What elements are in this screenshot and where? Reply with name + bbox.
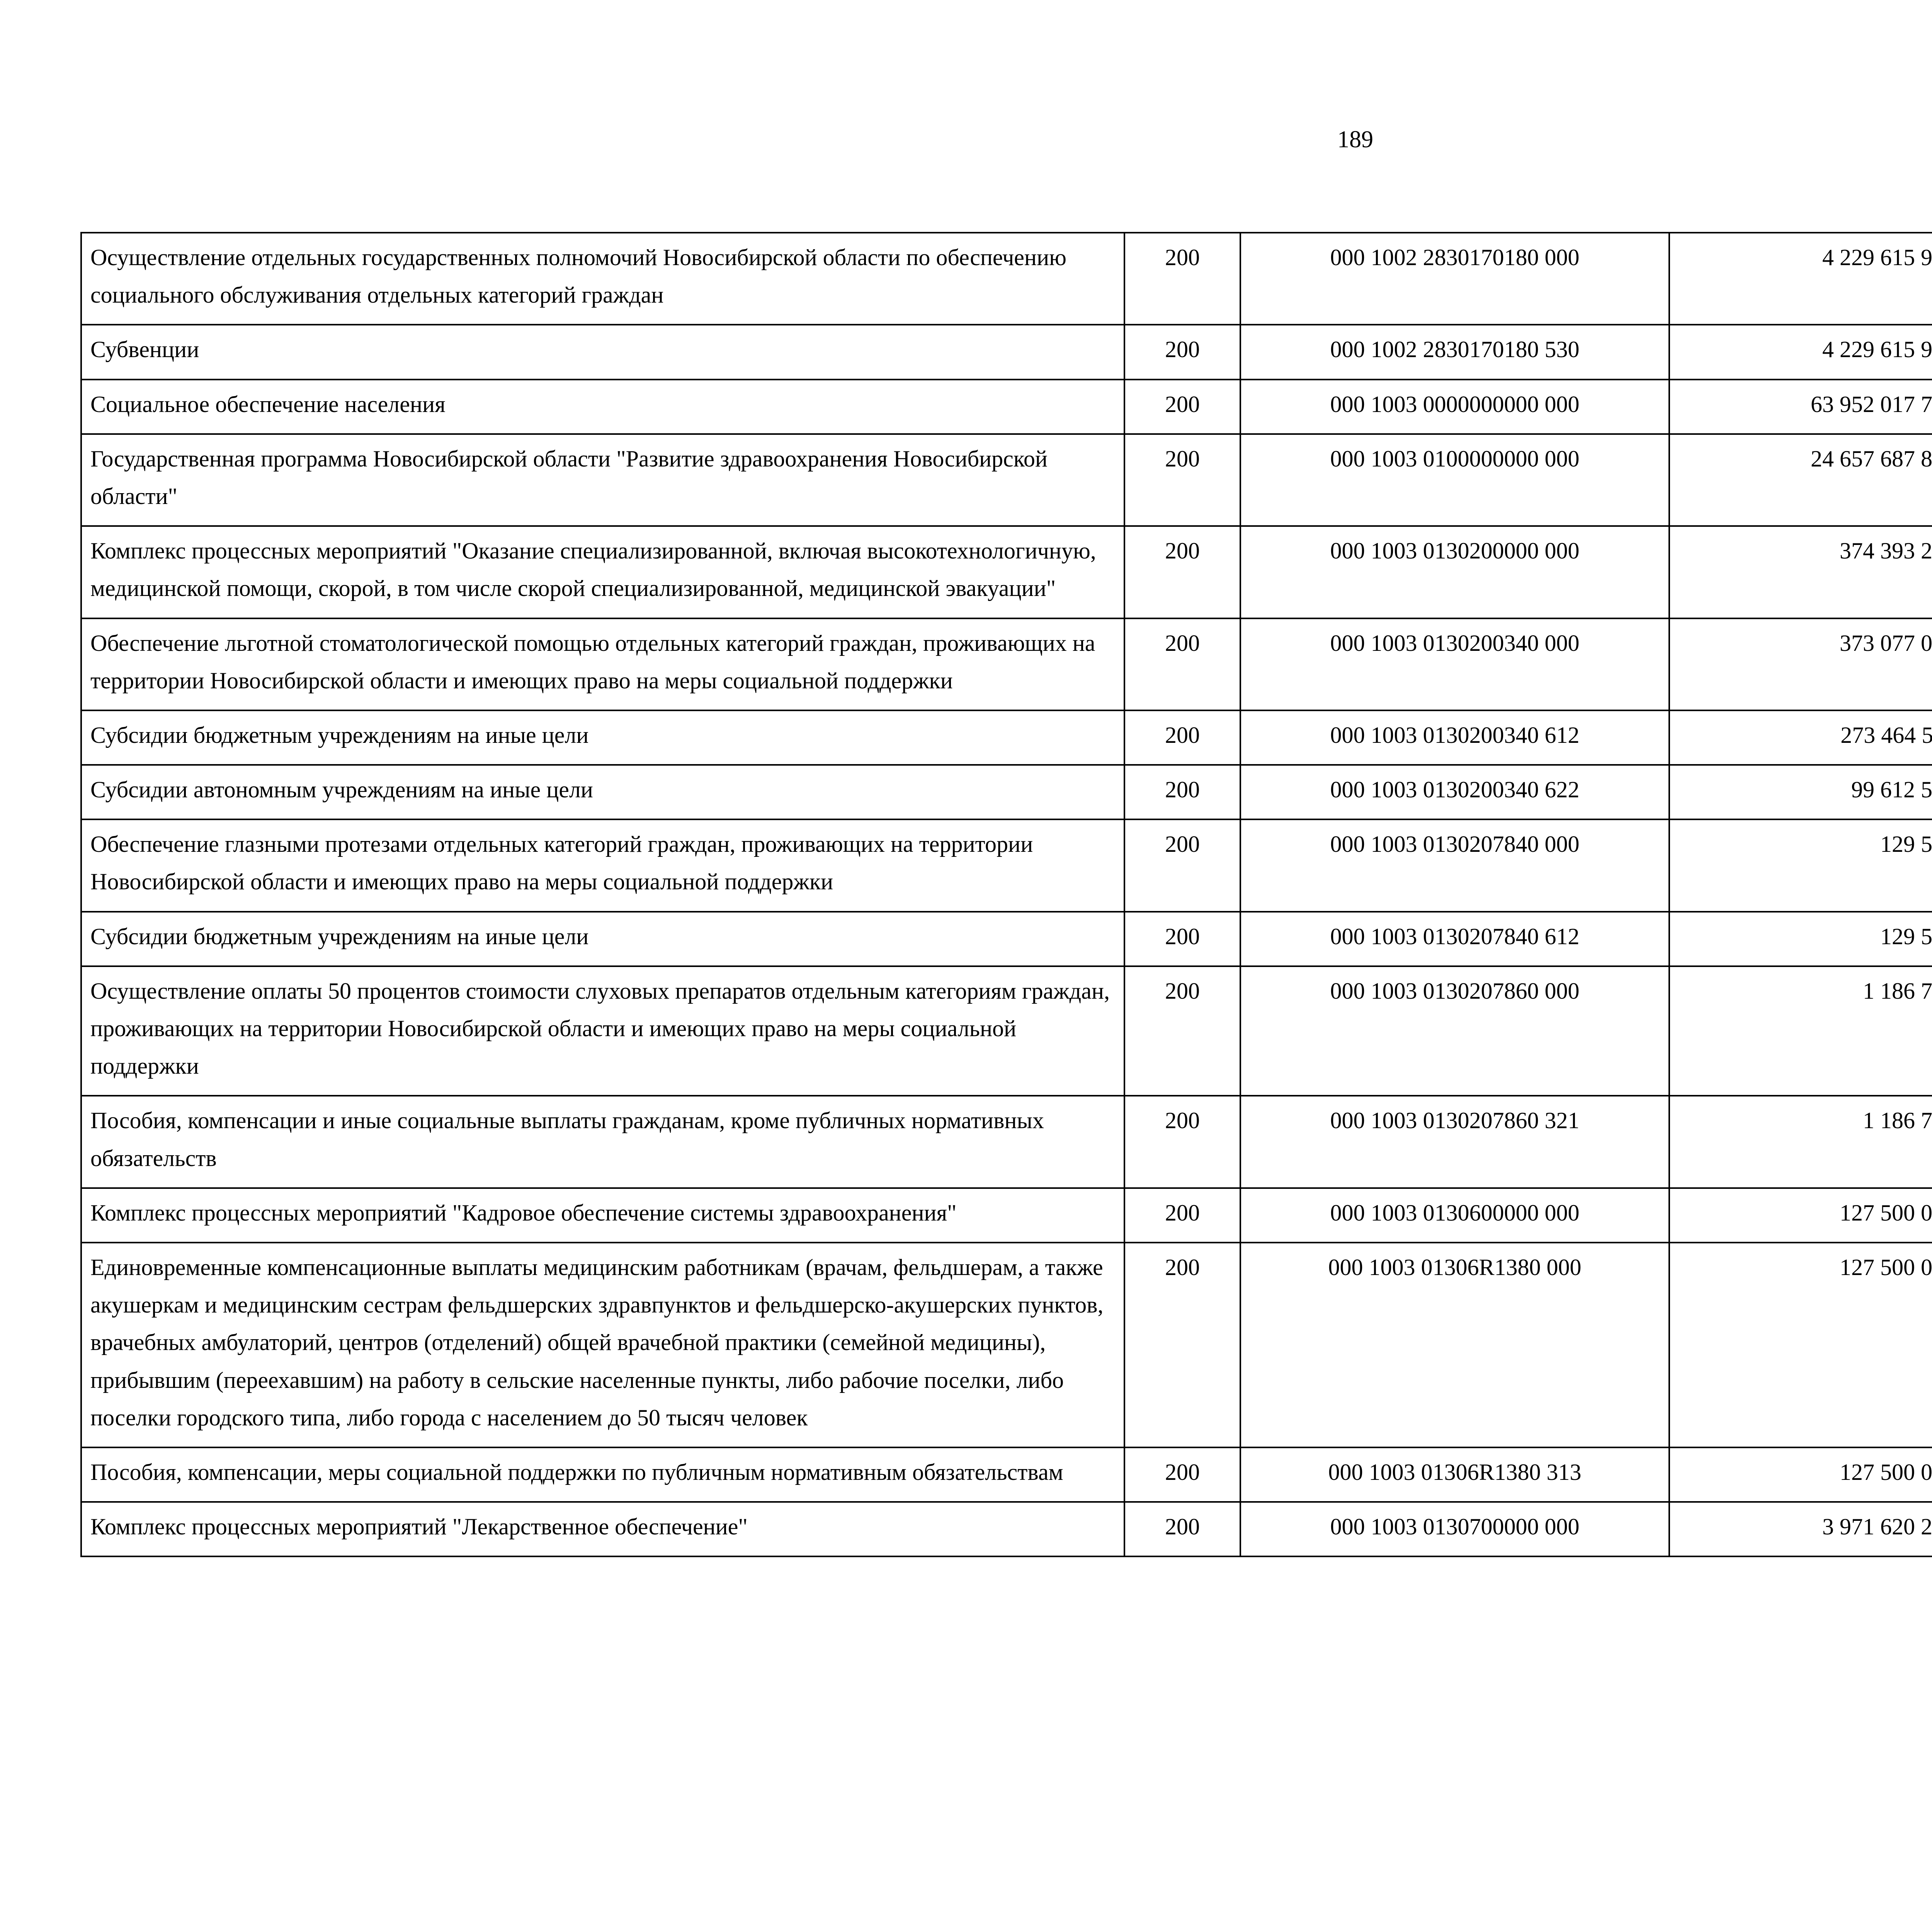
cell-classification: 000 1002 2830170180 000 xyxy=(1240,232,1670,326)
cell-name: Комплекс процессных мероприятий "Лекарст… xyxy=(80,1501,1125,1558)
table-row: Пособия, компенсации, меры социальной по… xyxy=(80,1446,1932,1503)
cell-classification: 000 1003 01306R1380 000 xyxy=(1240,1241,1670,1448)
cell-classification: 000 1003 0100000000 000 xyxy=(1240,433,1670,527)
cell-name: Обеспечение льготной стоматологической п… xyxy=(80,617,1125,711)
table-row: Социальное обеспечение населения 200 000 1… xyxy=(80,378,1932,435)
budget-table-container: Осуществление отдельных государственных … xyxy=(80,232,1932,1558)
cell-name: Единовременные компенсационные выплаты м… xyxy=(80,1241,1125,1448)
cell-v1: 99 612 512,09 xyxy=(1668,764,1932,821)
cell-name: Осуществление оплаты 50 процентов стоимо… xyxy=(80,965,1125,1097)
cell-name: Субвенции xyxy=(80,324,1125,380)
table-row: Субсидии бюджетным учреждениям на иные ц… xyxy=(80,709,1932,766)
budget-table: Осуществление отдельных государственных … xyxy=(80,232,1932,1558)
cell-v1: 24 657 687 823,34 xyxy=(1668,433,1932,527)
table-row: Субвенции 200 000 1002 2830170180 530 4 229… xyxy=(80,324,1932,380)
cell-code: 200 xyxy=(1124,525,1241,619)
cell-v1: 127 500 000,00 xyxy=(1668,1446,1932,1503)
cell-name: Пособия, компенсации и иные социальные в… xyxy=(80,1095,1125,1189)
table-row: Субсидии автономным учреждениям на иные … xyxy=(80,764,1932,821)
cell-classification: 000 1003 0130200340 612 xyxy=(1240,709,1670,766)
cell-classification: 000 1003 0130200000 000 xyxy=(1240,525,1670,619)
cell-code: 200 xyxy=(1124,965,1241,1097)
table-row: Комплекс процессных мероприятий "Лекарст… xyxy=(80,1501,1932,1558)
table-row: Комплекс процессных мероприятий "Кадрово… xyxy=(80,1187,1932,1243)
cell-name: Субсидии бюджетным учреждениям на иные ц… xyxy=(80,911,1125,967)
page-number: 189 xyxy=(1337,126,1373,153)
cell-code: 200 xyxy=(1124,433,1241,527)
cell-classification: 000 1003 0130207860 000 xyxy=(1240,965,1670,1097)
cell-code: 200 xyxy=(1124,709,1241,766)
table-row: Комплекс процессных мероприятий "Оказани… xyxy=(80,525,1932,619)
cell-v1: 127 500 000,00 xyxy=(1668,1187,1932,1243)
cell-code: 200 xyxy=(1124,232,1241,326)
cell-classification: 000 1003 0130700000 000 xyxy=(1240,1501,1670,1558)
cell-name: Социальное обеспечение населения xyxy=(80,378,1125,435)
cell-classification: 000 1003 01306R1380 313 xyxy=(1240,1446,1670,1503)
cell-name: Пособия, компенсации, меры социальной по… xyxy=(80,1446,1125,1503)
cell-v1: 3 971 620 200,00 xyxy=(1668,1501,1932,1558)
cell-code: 200 xyxy=(1124,378,1241,435)
table-row: Субсидии бюджетным учреждениям на иные ц… xyxy=(80,911,1932,967)
cell-name: Осуществление отдельных государственных … xyxy=(80,232,1125,326)
table-row: Осуществление отдельных государственных … xyxy=(80,232,1932,326)
cell-classification: 000 1003 0130207860 321 xyxy=(1240,1095,1670,1189)
cell-name: Комплекс процессных мероприятий "Кадрово… xyxy=(80,1187,1125,1243)
cell-classification: 000 1003 0130207840 612 xyxy=(1240,911,1670,967)
cell-v1: 1 186 700,00 xyxy=(1668,1095,1932,1189)
cell-v1: 63 952 017 720,47 xyxy=(1668,378,1932,435)
cell-classification: 000 1003 0000000000 000 xyxy=(1240,378,1670,435)
cell-v1: 129 500,00 xyxy=(1668,819,1932,913)
cell-code: 200 xyxy=(1124,1501,1241,1558)
cell-classification: 000 1003 0130200340 622 xyxy=(1240,764,1670,821)
table-row: Осуществление оплаты 50 процентов стоимо… xyxy=(80,965,1932,1097)
cell-v1: 129 500,00 xyxy=(1668,911,1932,967)
cell-code: 200 xyxy=(1124,1241,1241,1448)
cell-name: Государственная программа Новосибирской … xyxy=(80,433,1125,527)
cell-code: 200 xyxy=(1124,1446,1241,1503)
cell-classification: 000 1003 0130200340 000 xyxy=(1240,617,1670,711)
table-row: Единовременные компенсационные выплаты м… xyxy=(80,1241,1932,1448)
cell-code: 200 xyxy=(1124,911,1241,967)
table-row: Обеспечение глазными протезами отдельных… xyxy=(80,819,1932,913)
cell-v1: 374 393 223,34 xyxy=(1668,525,1932,619)
table-row: Обеспечение льготной стоматологической п… xyxy=(80,617,1932,711)
cell-name: Комплекс процессных мероприятий "Оказани… xyxy=(80,525,1125,619)
cell-v1: 373 077 023,34 xyxy=(1668,617,1932,711)
cell-name: Субсидии автономным учреждениям на иные … xyxy=(80,764,1125,821)
cell-classification: 000 1003 0130600000 000 xyxy=(1240,1187,1670,1243)
cell-v1: 4 229 615 900,00 xyxy=(1668,324,1932,380)
cell-code: 200 xyxy=(1124,819,1241,913)
cell-v1: 4 229 615 900,00 xyxy=(1668,232,1932,326)
budget-table-body: Осуществление отдельных государственных … xyxy=(80,232,1932,1558)
cell-code: 200 xyxy=(1124,1095,1241,1189)
cell-code: 200 xyxy=(1124,1187,1241,1243)
table-row: Государственная программа Новосибирской … xyxy=(80,433,1932,527)
cell-name: Субсидии бюджетным учреждениям на иные ц… xyxy=(80,709,1125,766)
table-row: Пособия, компенсации и иные социальные в… xyxy=(80,1095,1932,1189)
cell-name: Обеспечение глазными протезами отдельных… xyxy=(80,819,1125,913)
cell-v1: 127 500 000,00 xyxy=(1668,1241,1932,1448)
cell-v1: 1 186 700,00 xyxy=(1668,965,1932,1097)
cell-classification: 000 1002 2830170180 530 xyxy=(1240,324,1670,380)
cell-code: 200 xyxy=(1124,617,1241,711)
cell-code: 200 xyxy=(1124,324,1241,380)
cell-code: 200 xyxy=(1124,764,1241,821)
cell-classification: 000 1003 0130207840 000 xyxy=(1240,819,1670,913)
cell-v1: 273 464 511,25 xyxy=(1668,709,1932,766)
